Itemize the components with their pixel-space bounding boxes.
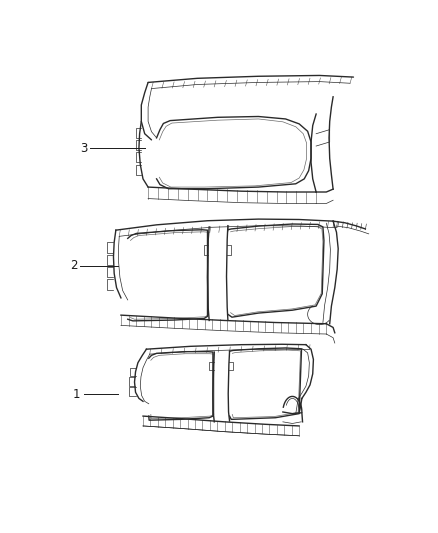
Text: 2: 2 <box>70 260 77 272</box>
Text: 3: 3 <box>80 142 87 155</box>
Text: 1: 1 <box>73 388 81 401</box>
